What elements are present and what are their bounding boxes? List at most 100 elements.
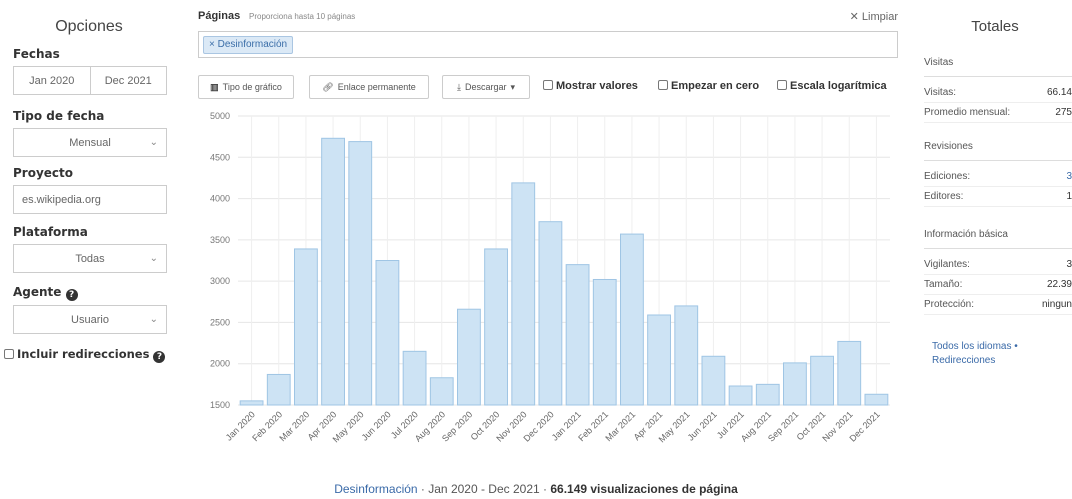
help-icon[interactable]: ? <box>153 351 166 363</box>
pages-title: Páginas <box>198 10 241 22</box>
log-scale-label: Escala logarítmica <box>790 80 887 92</box>
page-tag[interactable]: × Desinformación <box>203 36 294 54</box>
chart-type-button[interactable]: ▥ Tipo de gráfico <box>198 75 294 99</box>
log-scale-checkbox[interactable] <box>777 80 787 90</box>
permalink-label: Enlace permanente <box>337 82 416 92</box>
platform-select[interactable]: Todas ⌄ <box>13 244 167 273</box>
agent-value: Usuario <box>71 313 109 326</box>
edits-label: Ediciones: <box>924 171 971 182</box>
caption-range: · Jan 2020 - Dec 2021 · <box>417 482 551 496</box>
project-input[interactable]: es.wikipedia.org <box>13 185 167 214</box>
y-tick-label: 1500 <box>210 400 230 410</box>
bar-chart-icon: ▥ <box>210 81 219 92</box>
pages-input[interactable]: × Desinformación <box>198 31 898 58</box>
start-zero-checkbox[interactable] <box>658 80 668 90</box>
y-tick-label: 4500 <box>210 152 230 162</box>
redirects-link[interactable]: Redirecciones <box>932 355 996 366</box>
basic-info-section-title: Información básica <box>924 229 1072 249</box>
agent-label: Agente <box>13 285 62 299</box>
bar[interactable] <box>810 355 834 406</box>
bar[interactable] <box>457 308 481 406</box>
y-tick-label: 3500 <box>210 235 230 245</box>
y-tick-label: 5000 <box>210 111 230 121</box>
start-zero-option[interactable]: Empezar en cero <box>658 80 759 92</box>
bar[interactable] <box>348 141 373 406</box>
date-range: Jan 2020 Dec 2021 <box>13 66 167 95</box>
redirects-row[interactable]: Incluir redirecciones ? <box>4 347 166 363</box>
visits-row: Visitas: 66.14 <box>924 83 1072 103</box>
bar[interactable] <box>783 362 807 406</box>
monthly-value: 275 <box>1055 107 1072 118</box>
options-title: Opciones <box>55 18 123 35</box>
bar[interactable] <box>375 260 400 406</box>
download-button[interactable]: ⤓ Descargar ▾ <box>442 75 530 99</box>
caption-views: 66.149 visualizaciones de página <box>550 482 738 496</box>
y-tick-label: 3000 <box>210 276 230 286</box>
clear-button[interactable]: ✕ Limpiar <box>849 11 898 23</box>
chevron-down-icon: ⌄ <box>149 137 158 148</box>
help-icon[interactable]: ? <box>65 289 78 301</box>
project-value: es.wikipedia.org <box>22 193 101 206</box>
caption-page-link[interactable]: Desinformación <box>334 482 418 496</box>
redirects-label: Incluir redirecciones <box>17 347 150 361</box>
bar[interactable] <box>837 340 862 406</box>
revisions-section: Revisiones Ediciones: 3 Editores: 1 <box>924 141 1072 207</box>
bar[interactable] <box>402 350 427 406</box>
bar[interactable] <box>647 314 671 406</box>
watchers-value: 3 <box>1066 259 1072 270</box>
watchers-row: Vigilantes: 3 <box>924 255 1072 275</box>
caret-down-icon: ▾ <box>510 81 516 92</box>
bar[interactable] <box>728 385 753 406</box>
download-label: Descargar <box>464 82 507 92</box>
protection-value: ningun <box>1041 299 1072 310</box>
visits-section: Visitas Visitas: 66.14 Promedio mensual: 2… <box>924 57 1072 123</box>
start-date-input[interactable]: Jan 2020 <box>14 67 91 94</box>
show-values-option[interactable]: Mostrar valores <box>543 80 638 92</box>
show-values-label: Mostrar valores <box>556 80 638 92</box>
size-label: Tamaño: <box>924 279 963 290</box>
permalink-button[interactable]: 🔗︎ Enlace permanente <box>309 75 429 99</box>
y-tick-label: 2500 <box>210 317 230 327</box>
date-type-select[interactable]: Mensual ⌄ <box>13 128 167 157</box>
bar[interactable] <box>864 393 889 406</box>
all-languages-link[interactable]: Todos los idiomas • <box>932 341 1018 352</box>
chevron-down-icon: ⌄ <box>149 253 158 264</box>
download-icon: ⤓ <box>456 81 461 92</box>
bar[interactable] <box>755 383 780 406</box>
visits-label: Visitas: <box>924 87 957 98</box>
link-icon: 🔗︎ <box>322 81 334 92</box>
log-scale-option[interactable]: Escala logarítmica <box>777 80 887 92</box>
date-type-value: Mensual <box>69 136 111 149</box>
x-tick-label: Mar 2020 <box>277 409 311 443</box>
bar[interactable] <box>674 305 699 406</box>
redirects-checkbox[interactable] <box>4 349 14 359</box>
bar[interactable] <box>294 248 318 406</box>
totals-links: Todos los idiomas • Redirecciones <box>932 340 1018 368</box>
show-values-checkbox[interactable] <box>543 80 553 90</box>
bar[interactable] <box>321 137 345 406</box>
bar[interactable] <box>701 355 726 406</box>
watchers-label: Vigilantes: <box>924 259 970 270</box>
bar[interactable] <box>484 248 508 406</box>
bar[interactable] <box>511 182 536 406</box>
pages-header: Páginas Proporciona hasta 10 páginas ✕ L… <box>198 10 898 26</box>
chart-toolbar: ▥ Tipo de gráfico 🔗︎ Enlace permanente ⤓… <box>198 75 898 99</box>
edits-value[interactable]: 3 <box>1066 171 1072 182</box>
bar[interactable] <box>620 233 644 406</box>
visits-section-title: Visitas <box>924 57 1072 77</box>
bar[interactable] <box>565 264 590 406</box>
editors-row: Editores: 1 <box>924 187 1072 207</box>
totals-title: Totales <box>971 18 1019 35</box>
bar[interactable] <box>592 278 617 406</box>
end-date-input[interactable]: Dec 2021 <box>104 74 152 87</box>
editors-value: 1 <box>1066 191 1072 202</box>
bar[interactable] <box>266 373 291 406</box>
pages-hint: Proporciona hasta 10 páginas <box>249 12 356 21</box>
x-tick-label: Jun 2020 <box>360 409 393 442</box>
agent-label-row: Agente ? <box>13 285 78 301</box>
bar[interactable] <box>538 221 563 406</box>
agent-select[interactable]: Usuario ⌄ <box>13 305 167 334</box>
bar[interactable] <box>239 400 264 406</box>
bar[interactable] <box>429 377 454 406</box>
project-label: Proyecto <box>13 166 74 180</box>
